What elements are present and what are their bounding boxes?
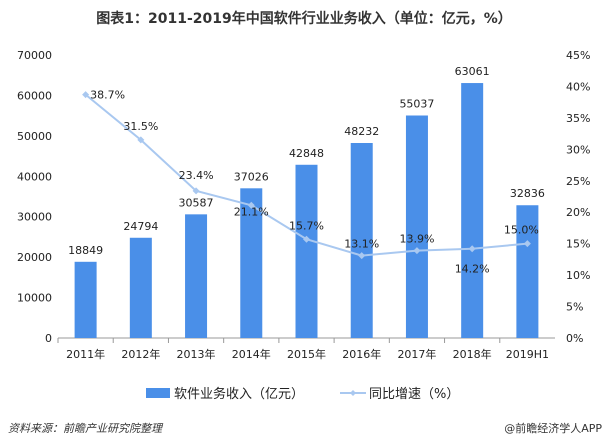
bar [461, 83, 484, 339]
chart-title: 图表1：2011-2019年中国软件行业业务收入（单位：亿元，%） [96, 11, 512, 27]
growth-point [468, 245, 476, 253]
y-left-tick-label: 10000 [17, 292, 52, 305]
growth-point [303, 235, 310, 243]
y-left-tick-label: 30000 [17, 211, 52, 224]
source-note: 资料来源：前瞻产业研究院整理 [8, 422, 162, 435]
bar [74, 261, 97, 338]
bar [405, 115, 428, 338]
legend-label-line: 同比增速（%） [369, 387, 459, 402]
x-tick-label: 2019H1 [506, 348, 549, 361]
growth-point [137, 136, 145, 144]
legend-marker-line [350, 390, 356, 396]
bar-data-label: 37026 [234, 170, 269, 183]
bar-data-label: 63061 [455, 65, 490, 78]
y-left-tick-label: 60000 [17, 89, 52, 102]
growth-data-label: 21.1% [234, 205, 269, 218]
y-right-tick-label: 10% [566, 269, 590, 282]
y-right-tick-label: 45% [566, 49, 590, 62]
growth-point [82, 91, 90, 99]
x-tick-label: 2012年 [121, 347, 160, 361]
y-left-tick-label: 20000 [17, 251, 52, 264]
bar [185, 214, 208, 338]
growth-point [413, 247, 421, 255]
bar-data-label: 55037 [399, 97, 434, 110]
bar [240, 188, 263, 338]
growth-data-label: 31.5% [123, 120, 158, 133]
y-left-tick-label: 50000 [17, 130, 52, 143]
bar-data-label: 42848 [289, 147, 324, 160]
growth-point [247, 201, 255, 209]
growth-data-label: 23.4% [179, 169, 214, 182]
y-left-tick-label: 0 [45, 332, 52, 345]
x-tick-label: 2018年 [453, 347, 492, 361]
bar [129, 237, 152, 338]
x-tick-label: 2011年 [66, 347, 105, 361]
growth-data-label: 38.7% [90, 89, 125, 102]
bar-data-label: 18849 [68, 244, 103, 257]
y-right-tick-label: 30% [566, 143, 590, 156]
x-tick-label: 2014年 [232, 347, 271, 361]
x-tick-label: 2017年 [397, 347, 436, 361]
bar [295, 164, 318, 338]
x-tick-label: 2013年 [177, 347, 216, 361]
bar-data-label: 32836 [510, 187, 545, 200]
growth-data-label: 13.1% [344, 238, 379, 251]
y-right-tick-label: 40% [566, 80, 590, 93]
y-right-tick-label: 0% [566, 332, 583, 345]
y-right-tick-label: 25% [566, 175, 590, 188]
bar [516, 205, 539, 338]
growth-data-label: 14.2% [455, 263, 490, 276]
y-right-tick-label: 5% [566, 301, 583, 314]
legend-swatch-bar [146, 388, 170, 398]
legend-label-bar: 软件业务收入（亿元） [174, 386, 304, 402]
bar-data-label: 30587 [179, 196, 214, 209]
growth-point [358, 252, 366, 260]
x-tick-label: 2016年 [342, 347, 381, 361]
y-right-tick-label: 15% [566, 238, 590, 251]
y-right-tick-label: 35% [566, 112, 590, 125]
y-right-tick-label: 20% [566, 206, 590, 219]
bar-data-label: 48232 [344, 125, 379, 138]
y-left-tick-label: 70000 [17, 49, 52, 62]
x-tick-label: 2015年 [287, 347, 326, 361]
brand-label: @前瞻经济学人APP [504, 422, 602, 435]
bar [350, 143, 373, 338]
y-left-tick-label: 40000 [17, 170, 52, 183]
growth-point [192, 187, 200, 195]
growth-data-label: 15.7% [289, 219, 324, 232]
growth-data-label: 13.9% [399, 233, 434, 246]
growth-point [523, 240, 531, 248]
bar-data-label: 24794 [123, 220, 158, 233]
growth-data-label: 15.0% [504, 224, 539, 237]
